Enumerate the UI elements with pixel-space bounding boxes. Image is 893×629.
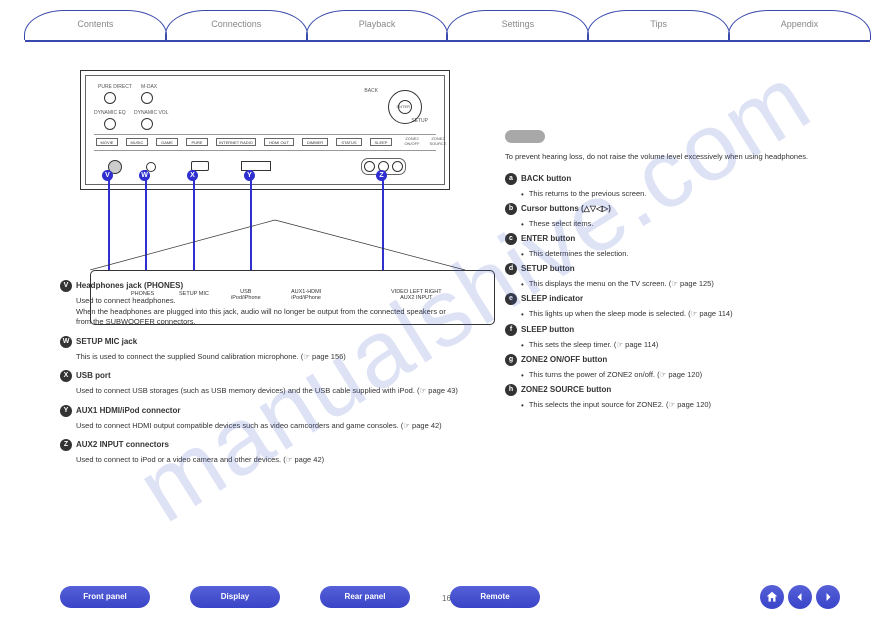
callout-x: X [187, 170, 198, 181]
callout-z: Z [376, 170, 387, 181]
tab-settings[interactable]: Settings [446, 10, 589, 40]
connector-lines [60, 190, 470, 270]
footer-nav: Front panel Display Rear panel Remote [60, 583, 840, 611]
callout-y: Y [244, 170, 255, 181]
tab-underline [25, 40, 870, 42]
home-icon[interactable] [760, 585, 784, 609]
callout-v: V [102, 170, 113, 181]
tab-connections[interactable]: Connections [165, 10, 308, 40]
note-text: To prevent hearing loss, do not raise th… [505, 152, 850, 163]
tab-tips[interactable]: Tips [587, 10, 730, 40]
tab-appendix[interactable]: Appendix [728, 10, 871, 40]
tab-playback[interactable]: Playback [306, 10, 449, 40]
footer-front-panel[interactable]: Front panel [60, 586, 150, 608]
left-column: VHeadphones jack (PHONES) Used to connec… [60, 280, 460, 474]
device-diagram: PURE DIRECT M-DAX DYNAMIC EQ DYNAMIC VOL… [60, 70, 455, 270]
tab-contents[interactable]: Contents [24, 10, 167, 40]
note-pill [505, 130, 545, 143]
callout-w: W [139, 170, 150, 181]
prev-icon[interactable] [788, 585, 812, 609]
footer-remote[interactable]: Remote [450, 586, 540, 608]
right-column: To prevent hearing loss, do not raise th… [505, 130, 850, 414]
nav-tabs: Contents Connections Playback Settings T… [25, 10, 870, 40]
footer-display[interactable]: Display [190, 586, 280, 608]
next-icon[interactable] [816, 585, 840, 609]
footer-rear-panel[interactable]: Rear panel [320, 586, 410, 608]
